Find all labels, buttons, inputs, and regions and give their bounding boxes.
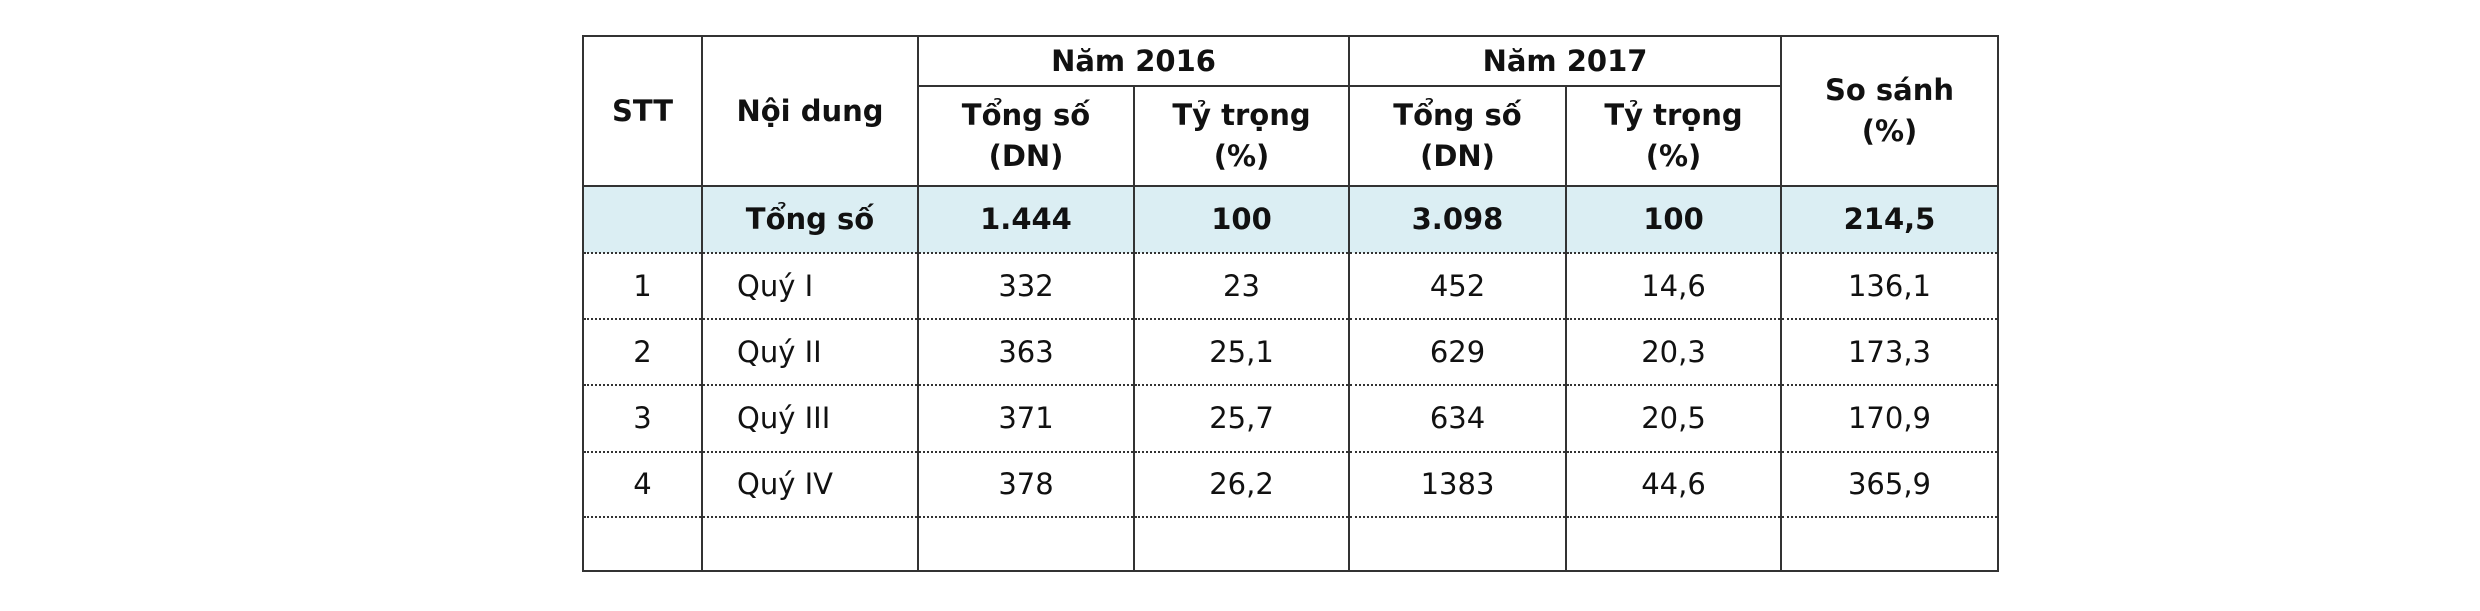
cell: 634 xyxy=(1348,385,1567,453)
cell xyxy=(917,517,1135,572)
data-table: STT Nội dung Năm 2016 Năm 2017 So sánh (… xyxy=(582,35,1999,572)
row: 3 Quý III 371 25,7 634 20,5 170,9 xyxy=(582,385,1999,453)
cell: 23 xyxy=(1133,253,1350,320)
header-row: STT Nội dung Năm 2016 Năm 2017 So sánh (… xyxy=(582,35,1999,187)
header-cell: Tỷ trọng (%) xyxy=(1565,85,1782,187)
header-cell: So sánh (%) xyxy=(1780,35,1999,187)
cell: Quý IV xyxy=(701,452,919,518)
row: 2 Quý II 363 25,1 629 20,3 173,3 xyxy=(582,319,1999,386)
cell: 14,6 xyxy=(1565,253,1782,320)
cell xyxy=(582,517,703,572)
cell: 371 xyxy=(917,385,1135,453)
header-cell: Tổng số (DN) xyxy=(917,85,1135,187)
cell: Quý III xyxy=(701,385,919,453)
empty-row xyxy=(582,517,1999,572)
cell: 378 xyxy=(917,452,1135,518)
cell: 26,2 xyxy=(1133,452,1350,518)
cell: 1 xyxy=(582,253,703,320)
cell: 3.098 xyxy=(1348,185,1567,254)
cell: 173,3 xyxy=(1780,319,1999,386)
total-row: Tổng số 1.444 100 3.098 100 214,5 xyxy=(582,185,1999,254)
cell: Quý II xyxy=(701,319,919,386)
cell: 2 xyxy=(582,319,703,386)
cell: 1.444 xyxy=(917,185,1135,254)
table-body: 1 Quý I 332 23 452 14,6 136,1 2 Quý II 363 25,1 629… xyxy=(582,253,1999,572)
row: 1 Quý I 332 23 452 14,6 136,1 xyxy=(582,253,1999,320)
header-cell: STT xyxy=(582,35,703,187)
cell: 136,1 xyxy=(1780,253,1999,320)
cell: 452 xyxy=(1348,253,1567,320)
cell: 44,6 xyxy=(1565,452,1782,518)
header-cell: Tổng số (DN) xyxy=(1348,85,1567,187)
cell: 100 xyxy=(1133,185,1350,254)
header-row: Tổng số (DN) Tỷ trọng (%) Tổng số (DN) T… xyxy=(583,85,1998,187)
cell: 4 xyxy=(582,452,703,518)
cell xyxy=(701,517,919,572)
cell: 25,7 xyxy=(1133,385,1350,453)
cell: 332 xyxy=(917,253,1135,320)
cell xyxy=(1133,517,1350,572)
cell: 170,9 xyxy=(1780,385,1999,453)
header-cell: Tỷ trọng (%) xyxy=(1133,85,1350,187)
cell xyxy=(1780,517,1999,572)
cell: 20,3 xyxy=(1565,319,1782,386)
header-cell: Năm 2017 xyxy=(1348,35,1782,87)
cell: 25,1 xyxy=(1133,319,1350,386)
cell xyxy=(1565,517,1782,572)
cell: 629 xyxy=(1348,319,1567,386)
cell: 363 xyxy=(917,319,1135,386)
header-cell: Năm 2016 xyxy=(917,35,1350,87)
cell xyxy=(1348,517,1567,572)
cell xyxy=(582,185,703,254)
row: 4 Quý IV 378 26,2 1383 44,6 365,9 xyxy=(582,452,1999,518)
cell: 365,9 xyxy=(1780,452,1999,518)
header-cell: Nội dung xyxy=(701,35,919,187)
cell: Quý I xyxy=(701,253,919,320)
cell: 20,5 xyxy=(1565,385,1782,453)
cell: 1383 xyxy=(1348,452,1567,518)
cell: 214,5 xyxy=(1780,185,1999,254)
cell: 100 xyxy=(1565,185,1782,254)
cell: 3 xyxy=(582,385,703,453)
cell: Tổng số xyxy=(701,185,919,254)
